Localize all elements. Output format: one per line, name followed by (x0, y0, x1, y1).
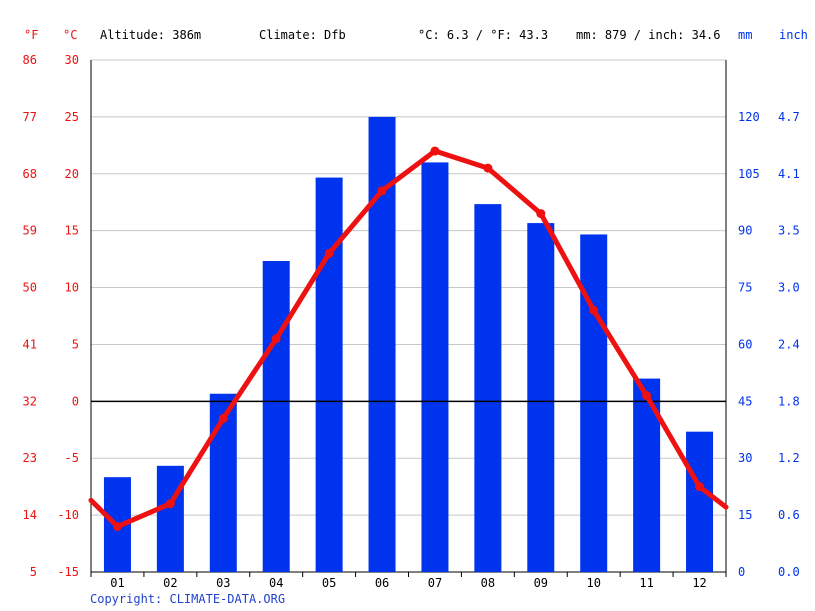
temperature-point (324, 248, 334, 258)
annual-precipitation-label: mm: 879 / inch: 34.6 (576, 28, 721, 42)
inch-tick-label: 1.2 (778, 451, 800, 465)
mm-tick-label: 0 (738, 565, 745, 579)
mm-tick-label: 60 (738, 337, 752, 351)
temperature-point (165, 499, 175, 509)
fahrenheit-tick-label: 50 (23, 281, 37, 295)
temperature-point (695, 482, 705, 492)
fahrenheit-unit-label: °F (24, 28, 39, 42)
month-tick-label: 06 (375, 576, 389, 590)
month-tick-label: 12 (692, 576, 706, 590)
precipitation-bar (315, 177, 343, 572)
inch-unit-label: inch (779, 28, 808, 42)
fahrenheit-tick-label: 59 (23, 224, 37, 238)
inch-tick-label: 0.6 (778, 508, 800, 522)
climate-label: Climate: Dfb (259, 28, 346, 42)
fahrenheit-tick-label: 77 (23, 110, 37, 124)
month-tick-label: 11 (639, 576, 653, 590)
inch-tick-label: 4.7 (778, 110, 800, 124)
celsius-tick-label: 10 (65, 281, 79, 295)
precipitation-bar (209, 393, 237, 572)
month-tick-label: 09 (534, 576, 548, 590)
celsius-tick-label: 15 (65, 224, 79, 238)
mm-tick-label: 45 (738, 394, 752, 408)
celsius-tick-label: 5 (72, 337, 79, 351)
celsius-tick-label: -10 (57, 508, 79, 522)
mm-tick-label: 15 (738, 508, 752, 522)
month-tick-label: 04 (269, 576, 283, 590)
temperature-point (271, 334, 281, 344)
month-tick-label: 03 (216, 576, 230, 590)
precipitation-bar (686, 431, 714, 572)
celsius-tick-label: 25 (65, 110, 79, 124)
precipitation-bar (527, 223, 555, 572)
inch-tick-label: 0.0 (778, 565, 800, 579)
fahrenheit-tick-label: 32 (23, 394, 37, 408)
celsius-tick-label: 30 (65, 53, 79, 67)
precipitation-bar (156, 465, 184, 572)
temperature-point (483, 163, 493, 173)
celsius-tick-label: -5 (65, 451, 79, 465)
mm-tick-label: 90 (738, 224, 752, 238)
temperature-line (88, 148, 729, 529)
fahrenheit-tick-label: 86 (23, 53, 37, 67)
mm-tick-label: 120 (738, 110, 760, 124)
altitude-label: Altitude: 386m (100, 28, 202, 42)
temperature-point (112, 521, 122, 531)
month-tick-label: 01 (110, 576, 124, 590)
precipitation-bar (580, 234, 608, 572)
fahrenheit-tick-label: 5 (30, 565, 37, 579)
month-tick-label: 05 (322, 576, 336, 590)
fahrenheit-tick-label: 23 (23, 451, 37, 465)
inch-tick-label: 3.0 (778, 281, 800, 295)
celsius-tick-label: 20 (65, 167, 79, 181)
precipitation-bar (262, 261, 290, 572)
temperature-point (218, 413, 228, 423)
month-tick-label: 02 (163, 576, 177, 590)
temperature-point (536, 209, 546, 219)
inch-tick-label: 3.5 (778, 224, 800, 238)
precipitation-bar (474, 204, 502, 572)
temperature-point (430, 146, 440, 156)
fahrenheit-tick-label: 41 (23, 337, 37, 351)
month-tick-label: 10 (586, 576, 600, 590)
mm-tick-label: 75 (738, 281, 752, 295)
celsius-tick-label: -15 (57, 565, 79, 579)
mm-tick-label: 30 (738, 451, 752, 465)
temperature-point (642, 391, 652, 401)
celsius-tick-label: 0 (72, 394, 79, 408)
celsius-unit-label: °C (63, 28, 78, 42)
month-tick-label: 07 (428, 576, 442, 590)
temperature-point (589, 305, 599, 315)
inch-tick-label: 1.8 (778, 394, 800, 408)
fahrenheit-tick-label: 14 (23, 508, 37, 522)
month-tick-label: 08 (481, 576, 495, 590)
copyright-text: Copyright: CLIMATE-DATA.ORG (90, 592, 286, 606)
average-temperature-label: °C: 6.3 / °F: 43.3 (418, 28, 549, 42)
mm-tick-label: 105 (738, 167, 760, 181)
inch-tick-label: 2.4 (778, 337, 800, 351)
inch-tick-label: 4.1 (778, 167, 800, 181)
fahrenheit-tick-label: 68 (23, 167, 37, 181)
temperature-point (377, 186, 387, 196)
precipitation-bar (421, 162, 449, 572)
mm-unit-label: mm (738, 28, 753, 42)
